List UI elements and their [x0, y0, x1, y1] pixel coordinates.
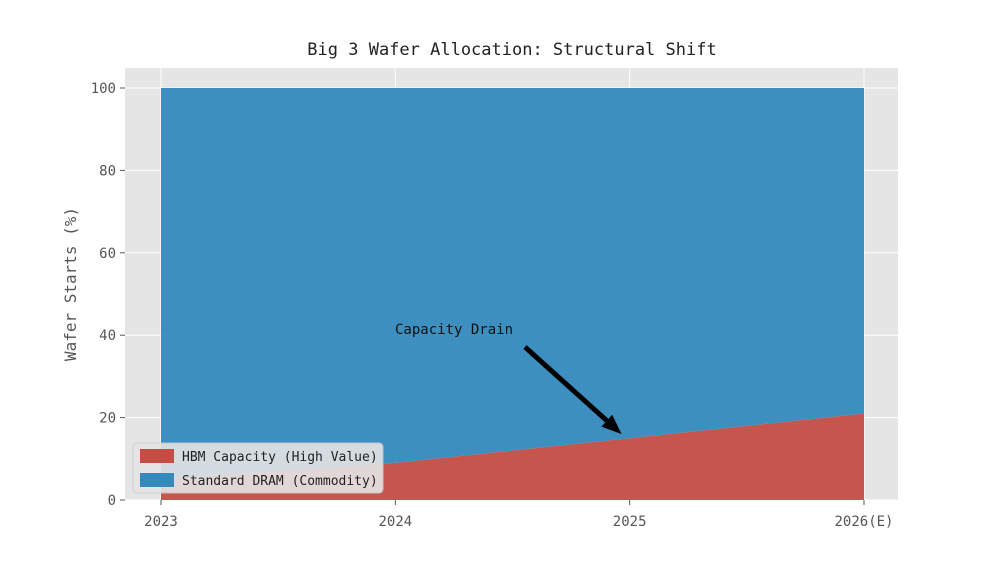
y-tick-label: 80 — [99, 163, 116, 179]
annotation-arrow-shaft — [523, 345, 609, 423]
x-tick-label: 2023 — [144, 514, 178, 530]
x-tick-label: 2025 — [613, 514, 647, 530]
y-tick-label: 100 — [91, 81, 116, 97]
y-axis-label: Wafer Starts (%) — [61, 207, 80, 361]
legend-label: Standard DRAM (Commodity) — [182, 474, 378, 489]
legend-swatch — [140, 449, 174, 463]
legend-label: HBM Capacity (High Value) — [182, 450, 378, 465]
legend-box — [132, 442, 384, 494]
chart-title: Big 3 Wafer Allocation: Structural Shift — [307, 40, 716, 60]
x-tick-label: 2026(E) — [834, 514, 893, 530]
annotation-label: Capacity Drain — [395, 322, 513, 338]
legend: HBM Capacity (High Value) Standard DRAM (… — [132, 442, 384, 494]
axes: 0 20 40 60 80 100 2023 2024 2025 2026(E) — [91, 81, 894, 530]
annotation: Capacity Drain — [395, 322, 622, 435]
y-tick-label: 20 — [99, 411, 116, 427]
y-tick-label: 0 — [108, 493, 116, 509]
y-tick-label: 40 — [99, 328, 116, 344]
area-standard-dram-commodity — [161, 88, 864, 480]
legend-swatch — [140, 473, 174, 487]
area-series — [161, 88, 864, 500]
x-tick-label: 2024 — [378, 514, 412, 530]
annotation-arrow-head — [601, 414, 622, 435]
y-tick-label: 60 — [99, 246, 116, 262]
